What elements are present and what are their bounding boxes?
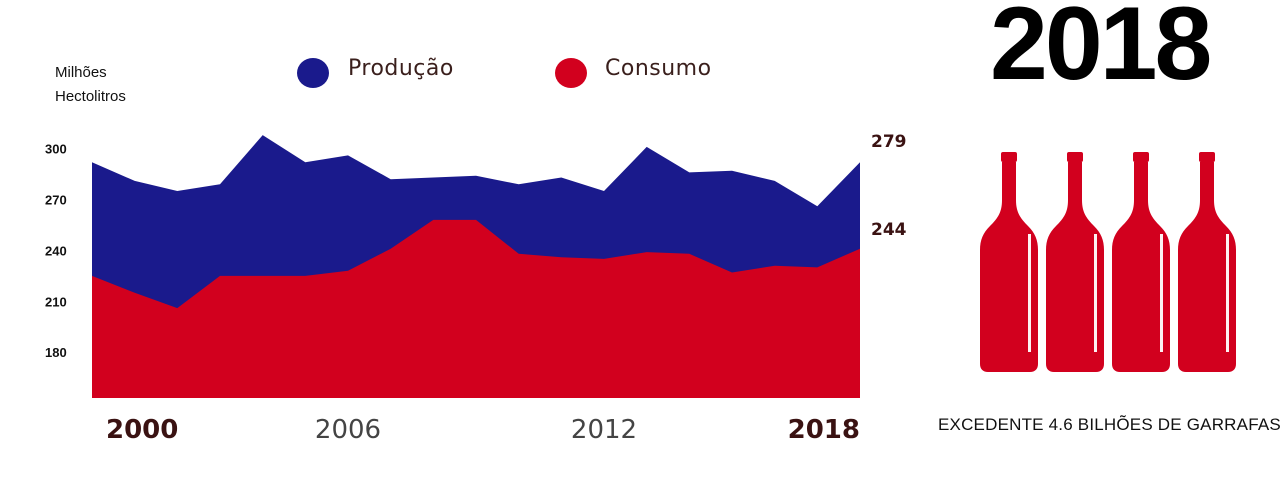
legend-dot-consumo [555, 58, 587, 88]
area-series-consumo [92, 219, 860, 398]
y-tick-label: 270 [45, 193, 67, 208]
surplus-caption: EXCEDENTE 4.6 BILHÕES DE GARRAFAS [938, 415, 1281, 434]
y-axis-label-line: Hectolitros [55, 88, 126, 105]
x-tick-label: 2000 [106, 415, 178, 445]
y-axis-label-line: Milhões [55, 64, 107, 81]
y-tick-label: 300 [45, 142, 67, 157]
wine-bottle-icon [1112, 152, 1170, 376]
wine-bottle-icon [980, 152, 1038, 376]
highlight-year-title: 2018 [990, 0, 1212, 102]
x-tick-label: 2006 [315, 415, 381, 445]
end-value-label: 279 [871, 132, 907, 152]
x-tick-label: 2012 [571, 415, 637, 445]
y-tick-label: 180 [45, 345, 67, 360]
end-value-label: 244 [871, 220, 907, 240]
legend-dot-producao [297, 58, 329, 88]
wine-bottle-icon [1178, 152, 1236, 376]
x-tick-label: 2018 [788, 415, 860, 445]
y-tick-label: 240 [45, 243, 67, 258]
legend-label-producao: Produção [348, 56, 454, 81]
legend-label-consumo: Consumo [605, 56, 712, 81]
wine-bottle-icon [1046, 152, 1104, 376]
y-tick-label: 210 [45, 294, 67, 309]
